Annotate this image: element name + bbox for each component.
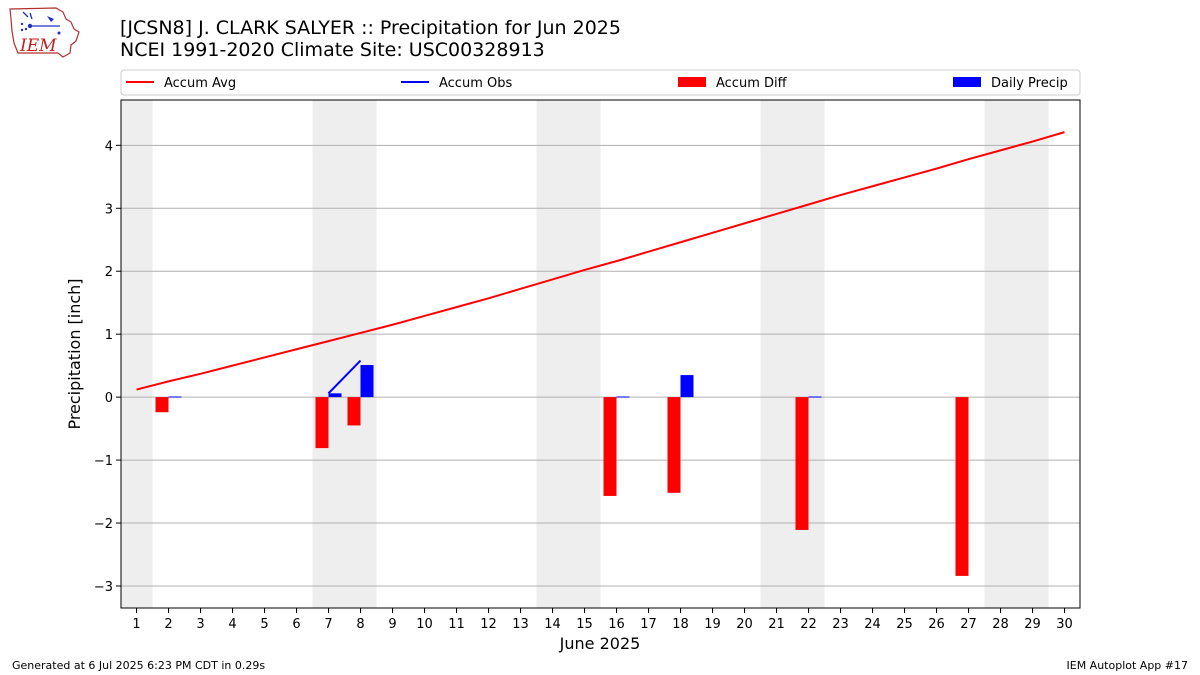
legend-label: Daily Precip (991, 76, 1068, 91)
x-tick-label: 25 (896, 617, 913, 632)
weekend-band (120, 100, 153, 608)
legend: Accum Avg Accum Obs Accum Diff Daily Precip (120, 69, 1081, 96)
accum-diff-bar (795, 397, 809, 530)
daily-precip-bar (360, 365, 374, 398)
accum-diff-bar (955, 397, 969, 576)
x-tick-label: 3 (196, 617, 204, 632)
x-axis-label: June 2025 (559, 634, 641, 653)
y-tick-label: 1 (105, 328, 113, 343)
x-tick-label: 23 (832, 617, 849, 632)
y-tick-label: −1 (94, 454, 113, 469)
daily-precip-bar (808, 396, 822, 398)
legend-label: Accum Diff (716, 76, 788, 91)
y-tick-label: −3 (94, 580, 113, 595)
y-axis-label: Precipitation [inch] (65, 278, 84, 429)
legend-label: Accum Obs (439, 76, 512, 91)
x-tick-label: 14 (544, 617, 561, 632)
x-tick-label: 16 (608, 617, 625, 632)
x-tick-label: 5 (260, 617, 268, 632)
x-tick-label: 1 (132, 617, 140, 632)
chart-title: [JCSN8] J. CLARK SALYER :: Precipitation… (120, 17, 621, 39)
accum-diff-bar (603, 397, 617, 496)
footer-app-id: IEM Autoplot App #17 (1066, 659, 1189, 672)
legend-box (120, 69, 1081, 96)
x-tick-label: 17 (640, 617, 657, 632)
y-tick-label: 2 (105, 265, 113, 280)
x-tick-label: 29 (1024, 617, 1041, 632)
plot-frame (120, 99, 1081, 609)
y-tick-label: −2 (94, 517, 113, 532)
x-tick-label: 6 (292, 617, 300, 632)
weekend-band (984, 100, 1049, 608)
series-lines (136, 131, 1065, 395)
x-tick-label: 12 (480, 617, 497, 632)
x-tick-label: 30 (1056, 617, 1073, 632)
x-tick-label: 19 (704, 617, 721, 632)
bars (155, 365, 969, 576)
iowa-map-logo-icon: IEM (9, 7, 80, 58)
weekend-band (312, 100, 377, 608)
daily-precip-bar (168, 396, 182, 398)
x-tick-label: 4 (228, 617, 236, 632)
x-tick-label: 10 (416, 617, 433, 632)
chart-subtitle: NCEI 1991-2020 Climate Site: USC00328913 (120, 39, 545, 61)
accum-diff-bar (155, 397, 169, 413)
x-tick-label: 20 (736, 617, 753, 632)
x-tick-label: 27 (960, 617, 977, 632)
x-tick-label: 2 (164, 617, 172, 632)
grid-lines (121, 144, 1080, 587)
legend-label: Accum Avg (164, 76, 236, 91)
legend-bar-swatch (678, 77, 706, 87)
x-tick-label: 13 (512, 617, 529, 632)
footer-generated-text: Generated at 6 Jul 2025 6:23 PM CDT in 0… (12, 659, 266, 672)
accum-diff-bar (315, 397, 329, 449)
x-tick-label: 26 (928, 617, 945, 632)
x-tick-label: 11 (448, 617, 465, 632)
accum-avg-line (136, 131, 1065, 391)
x-tick-label: 18 (672, 617, 689, 632)
x-tick-label: 28 (992, 617, 1009, 632)
daily-precip-bar (616, 396, 630, 398)
accum-diff-bar (347, 397, 361, 426)
accum-diff-bar (667, 397, 681, 493)
iem-logo: IEM (8, 5, 82, 61)
x-tick-label: 22 (800, 617, 817, 632)
daily-precip-bar (328, 393, 342, 398)
daily-precip-bar (680, 375, 694, 398)
y-tick-label: 0 (105, 391, 113, 406)
y-tick-label: 4 (105, 139, 113, 154)
x-tick-label: 9 (388, 617, 396, 632)
logo-text: IEM (19, 36, 57, 56)
x-tick-label: 21 (768, 617, 785, 632)
legend-bar-swatch (953, 77, 981, 87)
x-tick-label: 8 (356, 617, 364, 632)
weekend-band (760, 100, 825, 608)
x-tick-label: 7 (324, 617, 332, 632)
accum-obs-line (327, 359, 362, 395)
y-tick-label: 3 (105, 202, 113, 217)
x-tick-label: 24 (864, 617, 881, 632)
weekend-band (536, 100, 601, 608)
x-tick-label: 15 (576, 617, 593, 632)
